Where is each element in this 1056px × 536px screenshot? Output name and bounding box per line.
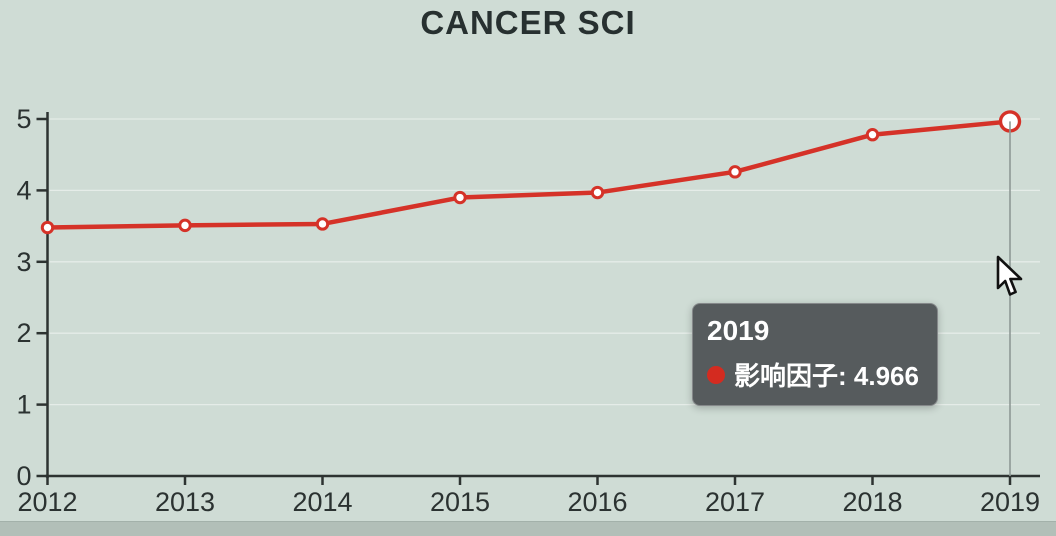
- tooltip-value: 影响因子: 4.966: [734, 361, 919, 391]
- tooltip: 2019 影响因子: 4.966: [692, 303, 938, 406]
- data-point[interactable]: [865, 128, 880, 142]
- data-point[interactable]: [178, 218, 192, 233]
- legend-dot-icon: [707, 365, 725, 384]
- y-tick-label: 4: [16, 175, 31, 205]
- x-tick-label: 2013: [155, 487, 215, 517]
- data-point[interactable]: [40, 220, 55, 235]
- x-tick-label: 2017: [705, 487, 765, 517]
- tooltip-year: 2019: [707, 315, 770, 346]
- y-tick-label: 5: [16, 104, 31, 134]
- series-line: [45, 119, 1013, 230]
- x-tick-label: 2016: [567, 487, 627, 517]
- y-tick-label: 1: [16, 390, 31, 420]
- data-point[interactable]: [728, 165, 742, 179]
- x-tick-label: 2018: [842, 487, 902, 517]
- data-point[interactable]: [453, 190, 467, 205]
- data-point[interactable]: [590, 185, 605, 200]
- x-tick-label: 2019: [980, 487, 1040, 517]
- x-tick-label: 2015: [430, 487, 490, 517]
- chart-title: CANCER SCI: [420, 4, 636, 41]
- footer-strip: [0, 521, 1056, 536]
- x-tick-label: 2014: [292, 487, 352, 517]
- y-tick-label: 2: [16, 318, 31, 348]
- x-tick-label: 2012: [17, 487, 77, 517]
- y-tick-label: 3: [16, 247, 31, 277]
- data-point[interactable]: [315, 217, 330, 231]
- y-tick-label: 0: [16, 461, 31, 491]
- mouse-cursor-icon: [996, 255, 1023, 296]
